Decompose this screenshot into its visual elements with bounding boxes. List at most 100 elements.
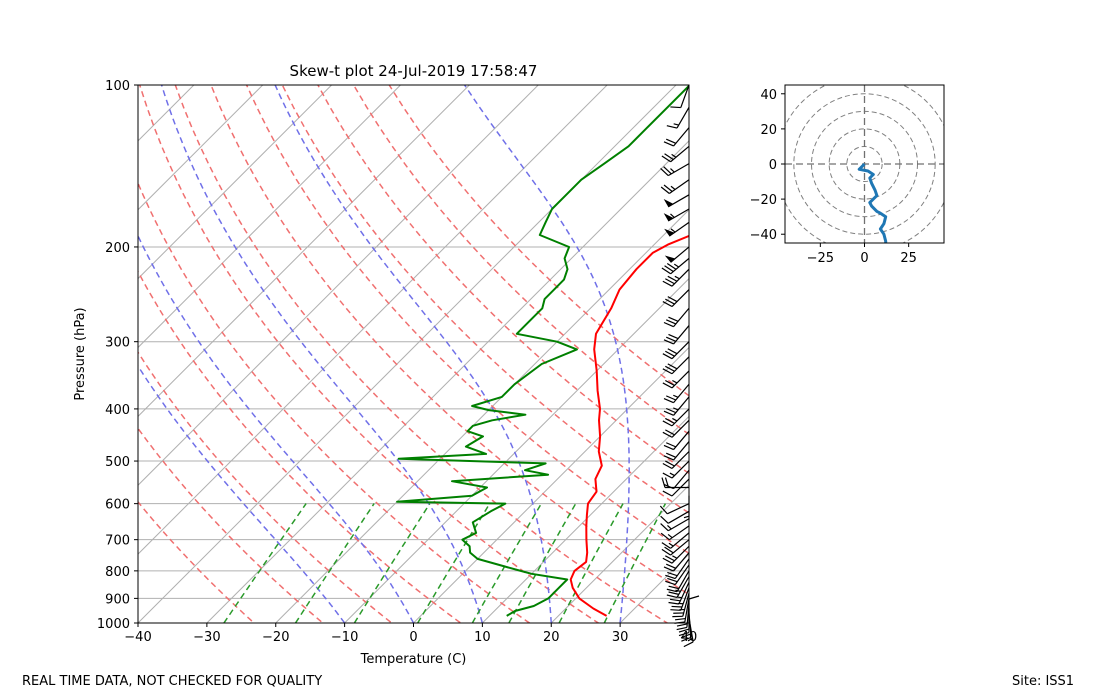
- x-tick-label: −10: [331, 630, 358, 645]
- barb-full: [668, 585, 679, 590]
- barb-full: [660, 523, 669, 532]
- barb-full: [663, 483, 674, 490]
- barb-full: [674, 621, 685, 624]
- hodograph-ring: [793, 93, 936, 235]
- barb-flag: [664, 228, 675, 237]
- barb-half: [670, 213, 675, 218]
- barb-shaft: [673, 127, 690, 147]
- dry-adiabat: [245, 85, 689, 555]
- y-tick-label: 1000: [97, 617, 130, 632]
- barb-full: [665, 138, 677, 144]
- isotherm-line: [275, 209, 689, 623]
- barb-shaft: [673, 325, 690, 345]
- barb-shaft: [680, 84, 690, 108]
- barb-shaft: [671, 460, 690, 479]
- barb-full: [688, 595, 700, 600]
- barb-half: [672, 417, 678, 422]
- wind-barb: [662, 341, 690, 360]
- barb-shaft: [671, 419, 690, 438]
- dry-adiabat: [352, 85, 689, 436]
- barb-shaft: [666, 503, 690, 515]
- wind-barb: [660, 518, 690, 532]
- barb-full: [667, 571, 678, 577]
- barb-full: [664, 546, 674, 554]
- barb-full: [665, 365, 675, 372]
- barb-full: [675, 617, 686, 621]
- barb-shaft: [667, 510, 690, 524]
- y-tick-label: 200: [105, 241, 130, 256]
- barb-half: [670, 228, 676, 233]
- barb-half: [673, 263, 679, 268]
- barb-full: [662, 490, 673, 497]
- barb-full: [665, 336, 677, 342]
- moist-adiabat: [160, 85, 484, 623]
- barb-shaft: [673, 441, 690, 461]
- wind-barb: [664, 246, 690, 263]
- barb-half: [687, 637, 693, 642]
- barb-shaft: [676, 570, 690, 592]
- wind-barb: [662, 460, 690, 479]
- wind-barb: [664, 221, 690, 237]
- isotherm-line: [138, 85, 195, 142]
- barb-half: [668, 542, 674, 547]
- hodograph-x-tick-label: 25: [900, 251, 917, 266]
- wind-barb: [663, 127, 690, 147]
- barb-shaft: [682, 592, 690, 617]
- barb-half: [667, 533, 673, 539]
- isotherm-line: [138, 85, 608, 555]
- wind-barb: [663, 325, 690, 345]
- barb-half: [673, 407, 679, 411]
- isotherm-line: [138, 85, 332, 280]
- wind-barb: [659, 503, 690, 515]
- wind-barb: [662, 356, 690, 375]
- barb-full: [659, 505, 668, 515]
- barb-half: [674, 275, 680, 280]
- wind-barb: [660, 179, 690, 194]
- isotherm-line: [138, 85, 539, 486]
- barb-flag: [664, 255, 676, 263]
- wind-barb: [662, 268, 690, 287]
- barb-full: [661, 548, 671, 556]
- barb-full: [667, 275, 678, 282]
- wind-barb: [661, 539, 690, 556]
- wind-barb: [670, 587, 690, 611]
- temperature-profile: [569, 234, 689, 617]
- barb-half: [683, 515, 690, 519]
- barb-shaft: [676, 576, 690, 598]
- y-tick-label: 100: [105, 79, 130, 94]
- barb-shaft: [671, 408, 690, 427]
- wind-barb: [662, 419, 690, 438]
- barb-full: [661, 542, 671, 549]
- barb-shaft: [671, 356, 690, 375]
- barb-full: [666, 125, 678, 129]
- barb-full: [683, 641, 694, 648]
- barb-shaft: [670, 539, 690, 556]
- hodograph-y-tick-label: 40: [760, 88, 777, 103]
- barb-shaft: [668, 179, 690, 194]
- barb-shaft: [671, 268, 690, 287]
- barb-full: [665, 563, 677, 569]
- isotherm-line: [619, 553, 689, 623]
- barb-full: [668, 601, 679, 605]
- wind-barb: [663, 307, 690, 328]
- barb-full: [669, 598, 681, 602]
- barb-full: [662, 368, 673, 375]
- wind-barb: [665, 564, 690, 586]
- isotherm-line: [482, 415, 689, 623]
- barb-full: [663, 166, 672, 175]
- barb-shaft: [673, 469, 690, 489]
- barb-shaft: [684, 598, 690, 623]
- dry-adiabat: [138, 85, 600, 623]
- barb-full: [663, 339, 674, 345]
- x-tick-label: −20: [262, 630, 289, 645]
- barb-full: [662, 280, 673, 287]
- barb-half: [673, 394, 679, 398]
- barb-full: [676, 626, 688, 631]
- barb-shaft: [673, 307, 690, 328]
- barb-full: [671, 605, 683, 608]
- dry-adiabat: [138, 500, 256, 623]
- barb-full: [665, 580, 676, 586]
- wind-barb: [666, 576, 690, 599]
- hodograph-y-tick-label: 0: [769, 158, 777, 173]
